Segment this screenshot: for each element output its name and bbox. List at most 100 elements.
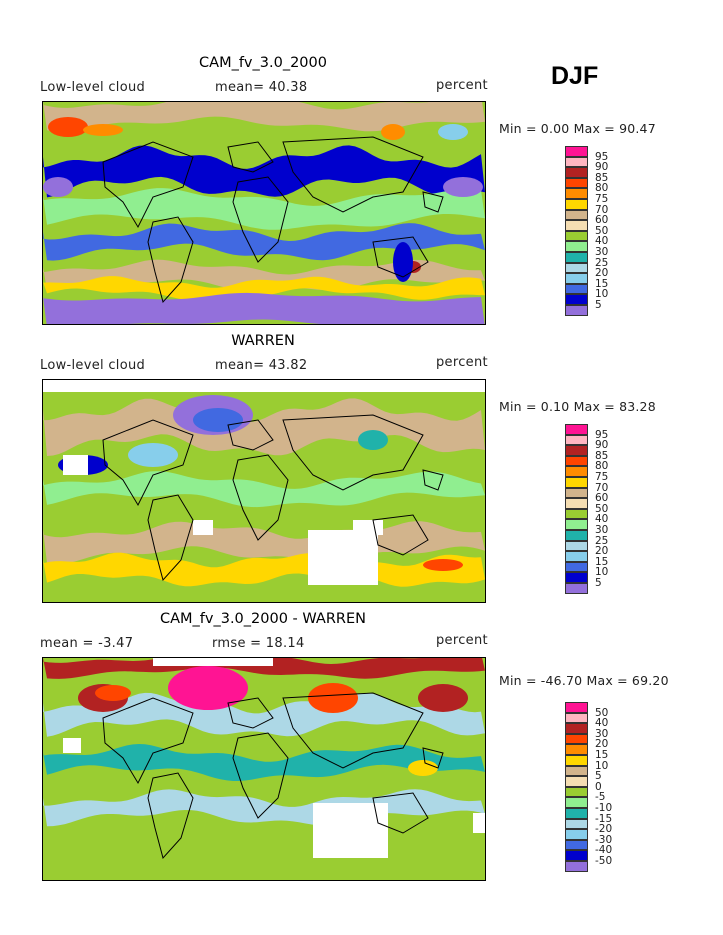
legend-swatch	[565, 167, 588, 178]
legend-swatch	[565, 519, 588, 530]
coastline	[372, 236, 429, 278]
coastline	[147, 494, 194, 582]
coastline	[422, 747, 444, 769]
legend-tick-label: 60	[595, 214, 609, 227]
coastline	[282, 414, 424, 491]
contour-band	[43, 102, 485, 132]
legend-tick-label: -50	[595, 855, 613, 867]
legend-swatch	[565, 530, 588, 541]
legend-tick-label: 40	[595, 513, 609, 526]
legend-tick-label: -10	[595, 802, 613, 814]
coastline	[232, 454, 289, 541]
legend-tick-label: -15	[595, 812, 613, 825]
rmse-label: rmse = 18.14	[212, 636, 305, 651]
map-observations	[42, 379, 486, 603]
legend-swatch	[565, 850, 588, 861]
contour-band	[43, 145, 485, 198]
legend-tick-label: 5	[595, 577, 602, 589]
coastline	[232, 732, 289, 819]
legend-swatch	[565, 262, 588, 274]
legend-swatch	[565, 434, 588, 446]
units-label: percent	[436, 78, 488, 93]
legend-tick-label: 30	[595, 524, 609, 536]
legend-swatch	[565, 146, 588, 157]
coastline	[147, 772, 194, 860]
contour-band	[43, 292, 485, 324]
legend-tick-label: 70	[595, 203, 609, 216]
contour-patch	[418, 684, 468, 712]
min-max-label: Min = 0.10 Max = 83.28	[499, 399, 656, 414]
legend-tick-label: 75	[595, 471, 609, 483]
min-max-label: Min = -46.70 Max = 69.20	[499, 673, 669, 688]
legend-tick-label: 90	[595, 439, 609, 452]
missing-data-patch	[193, 520, 213, 535]
legend-swatch	[565, 156, 588, 168]
map-difference	[42, 657, 486, 881]
coastline	[102, 697, 194, 785]
legend-tick-label: 70	[595, 481, 609, 494]
min-max-label: Min = 0.00 Max = 90.47	[499, 121, 656, 136]
legend-swatch	[565, 455, 588, 467]
legend-tick-label: -40	[595, 844, 613, 857]
legend-tick-label: 5	[595, 299, 602, 311]
legend-swatch	[565, 273, 588, 284]
legend-swatch	[565, 765, 588, 777]
coastline	[102, 419, 194, 507]
legend-tick-label: -5	[595, 791, 606, 804]
contour-patch	[443, 177, 483, 197]
legend-tick-label: 5	[595, 770, 602, 783]
legend-swatch	[565, 209, 588, 221]
contour-patch	[358, 430, 388, 450]
legend-swatch	[565, 776, 588, 787]
contour-band	[43, 276, 485, 300]
legend-swatch	[565, 839, 588, 851]
legend-tick-label: 15	[595, 749, 609, 761]
legend-swatch	[565, 241, 588, 252]
legend-tick-label: 40	[595, 235, 609, 248]
legend-tick-label: 0	[595, 780, 602, 793]
legend-tick-label: 25	[595, 256, 609, 269]
field-label: Low-level cloud	[40, 80, 146, 95]
contour-patch	[408, 760, 438, 776]
contour-patch	[48, 117, 88, 137]
contour-band	[43, 188, 485, 230]
legend-swatch	[565, 466, 588, 477]
legend-swatch	[565, 583, 588, 594]
contour-patch	[381, 124, 405, 140]
coastline	[232, 176, 289, 263]
legend-swatch	[565, 572, 588, 583]
coastline	[227, 141, 274, 173]
legend-swatch	[565, 487, 588, 499]
legend-tick-label: 85	[595, 171, 609, 184]
missing-data-patch	[43, 380, 485, 392]
coastline	[422, 191, 444, 213]
legend-swatch	[565, 424, 588, 435]
contour-patch	[423, 559, 463, 571]
contour-band	[43, 789, 485, 827]
legend-tick-label: 50	[595, 502, 609, 515]
missing-data-patch	[353, 520, 383, 535]
contour-patch	[393, 242, 413, 282]
coastline	[372, 514, 429, 556]
mean-label: mean= 43.82	[215, 358, 308, 373]
legend-tick-label: 20	[595, 267, 609, 280]
legend-tick-label: 30	[595, 727, 609, 740]
legend-swatch	[565, 477, 588, 488]
legend-tick-label: 15	[595, 277, 609, 290]
legend-tick-label: 10	[595, 566, 609, 579]
panel-title: CAM_fv_3.0_2000	[199, 55, 327, 71]
legend-swatch	[565, 808, 588, 819]
legend-tick-label: 80	[595, 460, 609, 473]
panel-title: CAM_fv_3.0_2000 - WARREN	[159, 611, 367, 627]
legend-swatch	[565, 252, 588, 263]
coastline	[227, 419, 274, 451]
legend-tick-label: 80	[595, 182, 609, 195]
legend-swatch	[565, 712, 588, 724]
contour-band	[43, 471, 485, 508]
legend-swatch	[565, 551, 588, 562]
legend-swatch	[565, 305, 588, 316]
contour-patch	[95, 685, 131, 701]
legend-swatch	[565, 445, 588, 456]
contour-band	[43, 223, 485, 261]
legend-swatch	[565, 818, 588, 830]
